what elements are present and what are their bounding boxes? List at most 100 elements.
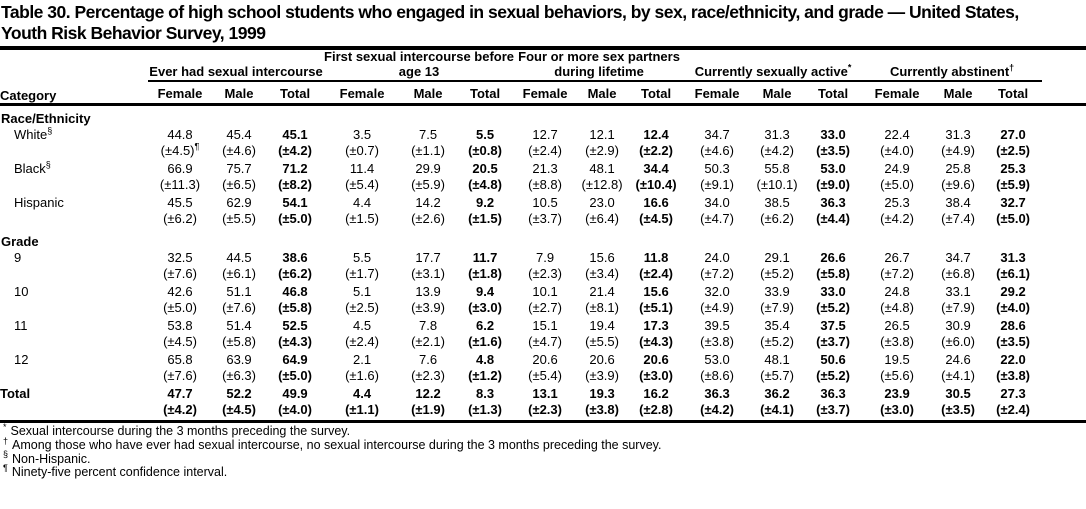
ci-cell: (±8.2) [278,177,312,192]
ci-cell: (±1.9) [411,402,445,417]
value-cell: 5.5 [476,127,495,142]
value-cell: 23.0 [589,195,615,210]
value-cell: 17.3 [643,318,669,333]
row-label: 10 [14,284,29,299]
value-cell: 31.3 [945,127,971,142]
sex-subheader-male: Male [212,82,266,106]
ci-cell: (±1.5) [468,211,502,226]
value-cell: 13.1 [532,386,558,401]
ci-cell: (±0.7) [345,143,379,158]
value-cell: 32.7 [1000,195,1026,210]
ci-cell: (±5.5) [222,211,256,226]
row-spacer [1042,250,1086,266]
value-cell: 29.2 [1000,284,1026,299]
ci-cell: (±4.2) [163,402,197,417]
ci-cell: (±4.5)¶ [160,141,200,158]
row-spacer [1042,177,1086,195]
value-cell: 38.4 [945,195,971,210]
value-cell: 8.3 [476,386,495,401]
ci-cell: (±4.2) [880,211,914,226]
value-cell: 24.8 [884,284,910,299]
ci-cell: (±4.9) [700,300,734,315]
row-label: Total [0,386,31,401]
ci-cell: (±0.8) [468,143,502,158]
ci-cell: (±6.1) [996,266,1031,281]
ci-cell: (±4.7) [700,211,734,226]
value-cell: 45.4 [226,127,252,142]
row-label-empty [0,143,148,161]
column-group-label: First sexual intercourse before age 13 [324,49,515,82]
value-cell: 45.5 [167,195,193,210]
ci-cell: (±3.0) [468,300,502,315]
ci-cell: (±4.5) [639,211,673,226]
ci-cell: (±3.8) [996,368,1031,383]
ci-cell: (±2.4) [345,334,379,349]
value-row: Black§ 66.9 75.7 71.2 11.4 29.9 20.5 21.3 48.1 34… [0,160,1086,177]
footnote-marker: † [1009,62,1015,73]
ci-cell: (±7.6) [163,368,197,383]
ci-cell: (±8.8) [528,177,562,192]
value-cell: 31.3 [764,127,790,142]
row-spacer [1042,195,1086,211]
ci-cell: (±4.3) [639,334,673,349]
value-row: 11 53.8 51.4 52.5 4.5 7.8 6.2 15.1 19.4 17.3 39.5 3… [0,318,1086,334]
ci-cell: (±1.5) [345,211,379,226]
ci-cell: (±6.4) [585,211,619,226]
value-cell: 7.5 [418,127,438,142]
value-cell: 29.1 [764,250,790,265]
value-cell: 3.5 [352,127,372,142]
value-cell: 32.0 [704,284,730,299]
value-cell: 33.1 [945,284,971,299]
value-cell: 20.6 [589,352,615,367]
ci-cell: (±5.0) [163,300,197,315]
ci-cell: (±5.2) [816,300,850,315]
value-cell: 7.8 [418,318,438,333]
value-cell: 64.9 [282,352,308,367]
value-cell: 29.9 [415,161,441,176]
ci-cell: (±5.4) [345,177,379,192]
sex-subheader-total: Total [266,82,325,106]
ci-cell: (±4.1) [760,402,794,417]
footnote: * Sexual intercourse during the 3 months … [3,421,351,438]
footnotes: * Sexual intercourse during the 3 months … [0,420,1086,480]
ci-cell: (±5.0) [880,177,914,192]
ci-cell: (±3.1) [411,266,445,281]
confidence-interval-row: (±7.6) (±6.1) (±6.2) (±1.7) (±3.1) (±1.8) (±2.… [0,266,1086,284]
ci-cell: (±6.2) [278,266,312,281]
ci-cell: (±7.2) [880,266,914,281]
value-cell: 37.5 [820,318,846,333]
ci-cell: (±10.4) [635,177,677,192]
column-group-label: Currently abstinent† [862,62,1043,82]
value-cell: 19.4 [589,318,615,333]
ci-cell: (±6.2) [163,211,197,226]
sex-subheader-total: Total [804,82,863,106]
value-cell: 2.1 [352,352,372,367]
sex-subheader-female: Female [862,82,933,106]
ci-cell: (±3.4) [585,266,619,281]
ci-cell: (±5.0) [996,211,1031,226]
sex-subheader-male: Male [576,82,629,106]
value-cell: 22.4 [884,127,910,142]
ci-cell: (±2.6) [411,211,445,226]
value-cell: 54.1 [282,195,308,210]
confidence-interval-row: (±5.0) (±7.6) (±5.8) (±2.5) (±3.9) (±3.0) (±2.… [0,300,1086,318]
ci-cell: (±8.1) [585,300,619,315]
value-cell: 19.5 [884,352,910,367]
ci-cell: (±4.4) [816,211,850,226]
footnote: § Non-Hispanic. [3,449,91,466]
column-group-header: Currently sexually active* [684,48,863,82]
value-cell: 36.3 [704,386,730,401]
section-header-row: Race/Ethnicity [0,105,1086,128]
value-cell: 36.2 [764,386,790,401]
value-cell: 15.6 [643,284,669,299]
column-group-header: First sexual intercourse before age 13 [324,48,515,82]
ci-cell: (±1.6) [468,334,502,349]
ci-cell: (±4.7) [528,334,562,349]
value-cell: 62.9 [226,195,252,210]
value-cell: 10.5 [532,195,558,210]
confidence-interval-row: (±7.6) (±6.3) (±5.0) (±1.6) (±2.3) (±1.2) (±5.… [0,368,1086,386]
value-cell: 31.3 [1000,250,1026,265]
value-cell: 11.8 [643,250,669,265]
value-cell: 10.1 [532,284,558,299]
value-cell: 4.4 [352,386,372,401]
